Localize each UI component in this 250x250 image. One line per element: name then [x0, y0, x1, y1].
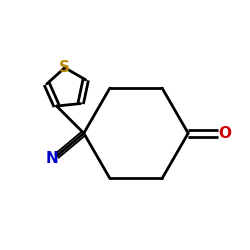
- Text: O: O: [218, 126, 231, 141]
- Text: N: N: [46, 152, 59, 166]
- Text: S: S: [59, 60, 70, 75]
